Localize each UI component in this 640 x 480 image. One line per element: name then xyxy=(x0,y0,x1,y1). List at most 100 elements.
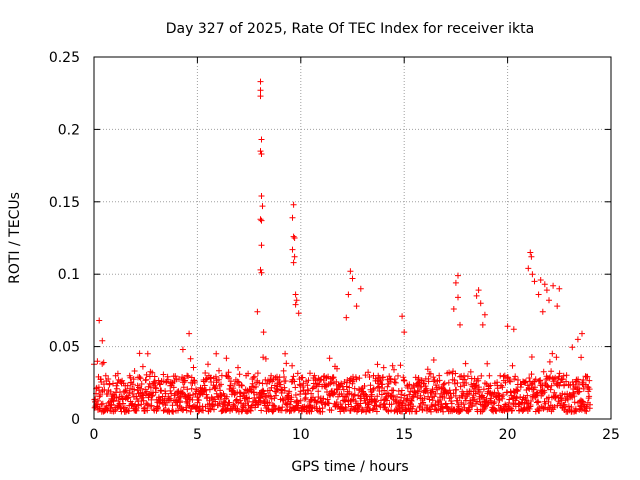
data-point xyxy=(450,306,457,312)
data-point xyxy=(257,93,264,100)
data-point xyxy=(467,368,474,375)
data-point xyxy=(580,385,587,392)
data-point xyxy=(252,383,259,390)
data-point xyxy=(362,372,369,379)
data-point xyxy=(526,375,533,381)
data-point xyxy=(395,372,401,379)
data-point xyxy=(113,385,120,392)
data-point xyxy=(186,330,193,337)
data-point xyxy=(432,390,439,397)
data-point xyxy=(389,362,396,369)
data-point xyxy=(506,396,513,403)
data-point xyxy=(461,376,468,383)
data-point xyxy=(415,388,422,395)
data-point xyxy=(254,370,261,377)
data-point xyxy=(143,376,149,383)
data-point xyxy=(109,397,116,404)
data-point xyxy=(553,354,560,361)
data-point xyxy=(548,368,555,375)
data-point xyxy=(129,390,136,397)
data-point xyxy=(563,378,570,385)
data-point xyxy=(552,374,559,381)
data-point xyxy=(131,386,138,393)
data-point xyxy=(441,380,448,387)
data-point xyxy=(241,389,248,396)
data-point xyxy=(132,401,139,408)
data-point xyxy=(397,362,404,369)
data-point xyxy=(337,401,344,408)
data-point xyxy=(131,368,138,374)
data-point xyxy=(457,407,464,414)
data-point xyxy=(532,376,539,383)
data-point xyxy=(430,374,437,381)
data-point xyxy=(258,269,265,276)
data-point xyxy=(476,384,482,391)
data-point xyxy=(96,405,103,412)
data-point xyxy=(477,300,484,307)
x-tick-label: 0 xyxy=(90,427,99,443)
data-point xyxy=(499,384,506,391)
data-point xyxy=(239,382,245,389)
data-point xyxy=(549,350,556,357)
data-point xyxy=(547,374,554,381)
data-point xyxy=(523,397,530,404)
data-point xyxy=(110,380,116,387)
data-point xyxy=(382,404,389,411)
data-point xyxy=(268,372,275,379)
data-point xyxy=(244,408,251,415)
data-point xyxy=(522,379,528,386)
data-point xyxy=(476,388,483,395)
x-axis-label: GPS time / hours xyxy=(291,459,408,475)
data-point xyxy=(291,253,298,260)
data-point xyxy=(418,383,425,390)
y-tick-label: 0.1 xyxy=(58,267,80,283)
data-point xyxy=(343,406,350,412)
data-point xyxy=(446,369,453,376)
data-point xyxy=(511,376,518,383)
data-point xyxy=(294,398,301,405)
data-point xyxy=(290,259,297,266)
data-point xyxy=(424,366,431,373)
data-point xyxy=(534,391,541,397)
data-point xyxy=(480,386,487,393)
data-point xyxy=(237,397,244,404)
axis-ticks xyxy=(93,56,612,420)
data-point xyxy=(262,355,269,362)
data-point xyxy=(165,407,172,414)
data-point xyxy=(544,383,551,390)
plot-frame xyxy=(93,56,612,420)
data-point xyxy=(571,399,578,406)
data-point xyxy=(193,404,200,411)
data-point xyxy=(258,136,265,143)
data-point xyxy=(517,384,524,391)
data-point xyxy=(378,391,385,398)
axis-tick-labels: 0 5 10 15 20 25 0 0.05 0.1 0.15 0.2 0.25 xyxy=(49,50,620,443)
y-tick-label: 0.05 xyxy=(49,340,80,356)
data-point xyxy=(195,397,202,404)
data-point xyxy=(227,378,234,385)
data-point xyxy=(383,397,390,404)
data-point xyxy=(425,378,432,385)
data-point xyxy=(330,374,337,381)
data-point xyxy=(370,385,377,392)
data-point xyxy=(436,377,443,384)
data-point xyxy=(455,272,461,279)
data-point xyxy=(289,214,296,221)
data-point xyxy=(258,193,265,199)
data-point xyxy=(320,395,327,402)
data-point xyxy=(365,369,372,376)
data-point xyxy=(351,391,358,398)
data-point xyxy=(313,399,320,406)
data-point xyxy=(315,394,322,400)
data-point xyxy=(170,384,177,391)
data-point xyxy=(299,374,306,381)
data-point xyxy=(202,370,209,376)
data-point xyxy=(548,382,555,389)
data-point xyxy=(204,375,211,382)
data-point xyxy=(448,394,455,401)
data-point xyxy=(457,383,464,390)
data-point xyxy=(496,397,503,404)
data-point xyxy=(510,326,517,333)
data-point xyxy=(180,384,187,391)
data-point xyxy=(370,387,376,393)
